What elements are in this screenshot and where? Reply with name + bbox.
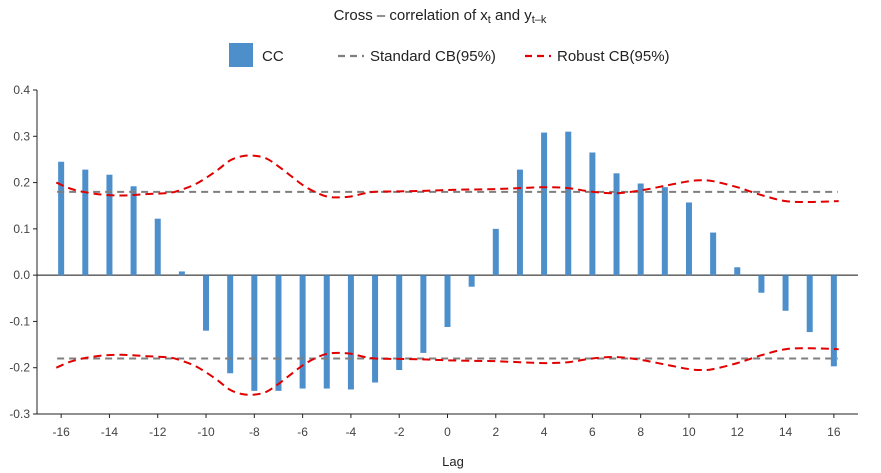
cc-bar	[565, 131, 572, 276]
x-tick-label: -14	[101, 425, 119, 439]
y-tick-label: -0.3	[9, 407, 30, 421]
cc-bar	[782, 275, 789, 311]
cc-bar	[685, 202, 692, 276]
cc-bar	[710, 232, 717, 276]
cc-bar	[106, 174, 113, 276]
cc-bar	[806, 275, 813, 333]
cc-bar	[347, 275, 354, 390]
x-tick-label: -16	[52, 425, 70, 439]
cc-bar	[516, 169, 523, 276]
cc-bar	[154, 218, 161, 276]
cc-bar	[758, 275, 765, 293]
y-tick-label: 0.2	[13, 176, 30, 190]
legend-label: CC	[262, 48, 284, 65]
cc-bar	[637, 183, 644, 276]
x-tick-label: 2	[492, 425, 499, 439]
cc-bar	[227, 275, 234, 374]
x-tick-label: 6	[589, 425, 596, 439]
x-tick-label: -2	[394, 425, 405, 439]
cc-bar	[251, 275, 258, 391]
cc-bar	[323, 275, 330, 389]
x-tick-label: 4	[541, 425, 548, 439]
cc-bar	[82, 169, 89, 276]
y-tick-label: 0.0	[13, 268, 30, 282]
x-tick-label: -10	[197, 425, 215, 439]
x-tick-label: -12	[149, 425, 167, 439]
legend: CC Standard CB(95%) Robust CB(95%)	[229, 43, 670, 67]
x-tick-label: -8	[249, 425, 260, 439]
cc-bar	[589, 152, 596, 276]
x-axis-label: Lag	[442, 454, 464, 469]
y-tick-label: 0.4	[13, 83, 30, 97]
y-tick-label: 0.1	[13, 222, 30, 236]
x-tick-label: 12	[731, 425, 745, 439]
cc-bar	[444, 275, 451, 327]
cc-bar	[541, 132, 548, 276]
cc-bars	[58, 131, 837, 391]
cc-bar	[420, 275, 427, 353]
tick-labels: -0.3 -0.2 -0.1 0.0 0.1 0.2 0.3 0.4 -16 -14 -12 -10 -…	[9, 83, 841, 439]
x-tick-label: -4	[346, 425, 357, 439]
cc-bar	[203, 275, 210, 331]
y-tick-label: -0.2	[9, 361, 30, 375]
legend-label: Robust CB(95%)	[557, 48, 670, 65]
robust-cb-upper	[55, 154, 839, 204]
x-tick-label: 16	[827, 425, 841, 439]
confidence-bands	[55, 154, 839, 396]
legend-swatch-cc	[229, 43, 253, 67]
cc-bar	[468, 275, 475, 287]
cc-bar	[396, 275, 403, 371]
x-tick-label: 8	[637, 425, 644, 439]
cc-bar	[734, 267, 741, 276]
x-tick-label: 0	[444, 425, 451, 439]
cc-bar	[661, 187, 668, 276]
cc-bar	[492, 228, 499, 276]
cc-bar	[613, 173, 620, 276]
legend-label: Standard CB(95%)	[370, 48, 496, 65]
cc-bar	[178, 271, 185, 276]
y-tick-label: 0.3	[13, 129, 30, 143]
cc-bar	[372, 275, 379, 383]
y-tick-label: -0.1	[9, 314, 30, 328]
cc-bar	[275, 275, 282, 391]
cc-bar	[130, 186, 137, 276]
x-tick-label: -6	[297, 425, 308, 439]
x-tick-label: 10	[682, 425, 696, 439]
cc-bar	[58, 161, 65, 276]
svg-text:Cross – correlation of xt and: Cross – correlation of xt and yt–k	[334, 7, 547, 26]
cc-bar	[830, 275, 837, 367]
robust-cb-lower	[55, 347, 839, 396]
x-tick-label: 14	[779, 425, 793, 439]
cc-bar	[299, 275, 306, 389]
chart-title: Cross – correlation of xt and yt–k	[334, 7, 547, 26]
